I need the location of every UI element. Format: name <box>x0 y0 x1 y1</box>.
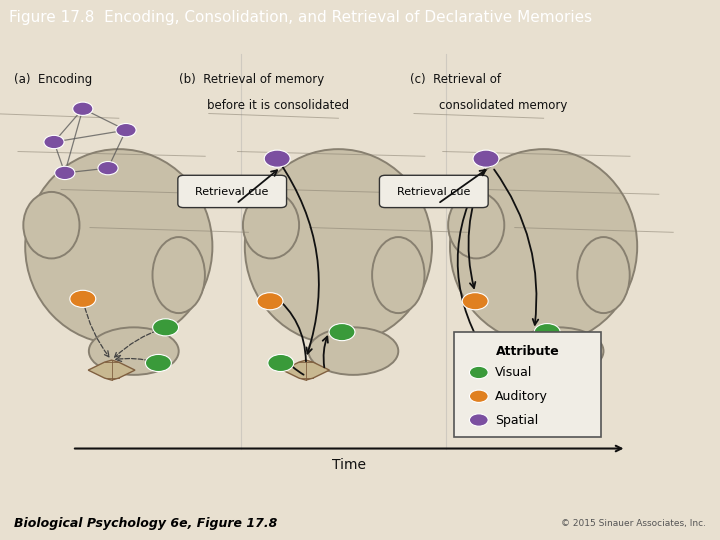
Circle shape <box>469 390 488 402</box>
Text: © 2015 Sinauer Associates, Inc.: © 2015 Sinauer Associates, Inc. <box>561 519 706 528</box>
Circle shape <box>329 323 355 341</box>
Circle shape <box>55 166 75 180</box>
Circle shape <box>98 161 118 175</box>
FancyBboxPatch shape <box>178 176 287 207</box>
Text: Time: Time <box>332 458 366 472</box>
Text: before it is consolidated: before it is consolidated <box>207 99 349 112</box>
Circle shape <box>264 150 290 167</box>
Ellipse shape <box>372 237 425 313</box>
Text: Biological Psychology 6e, Figure 17.8: Biological Psychology 6e, Figure 17.8 <box>14 517 278 530</box>
Text: (b)  Retrieval of memory: (b) Retrieval of memory <box>179 73 324 86</box>
Circle shape <box>257 293 283 310</box>
Circle shape <box>116 124 136 137</box>
Text: Figure 17.8  Encoding, Consolidation, and Retrieval of Declarative Memories: Figure 17.8 Encoding, Consolidation, and… <box>9 10 592 25</box>
Circle shape <box>145 354 171 372</box>
Ellipse shape <box>23 192 79 259</box>
Text: Visual: Visual <box>495 366 533 379</box>
Circle shape <box>70 291 96 307</box>
Ellipse shape <box>308 327 398 375</box>
FancyBboxPatch shape <box>454 332 601 437</box>
Circle shape <box>462 293 488 310</box>
Circle shape <box>469 366 488 379</box>
Circle shape <box>153 319 179 336</box>
Ellipse shape <box>245 149 432 344</box>
FancyBboxPatch shape <box>379 176 488 207</box>
Text: Auditory: Auditory <box>495 390 548 403</box>
Ellipse shape <box>448 192 504 259</box>
Text: Retrieval cue: Retrieval cue <box>195 187 269 197</box>
Text: (c)  Retrieval of: (c) Retrieval of <box>410 73 501 86</box>
Polygon shape <box>282 360 330 380</box>
Polygon shape <box>488 360 534 380</box>
Text: consolidated memory: consolidated memory <box>439 99 567 112</box>
Text: (a)  Encoding: (a) Encoding <box>14 73 93 86</box>
Polygon shape <box>89 360 135 380</box>
Ellipse shape <box>89 327 179 375</box>
Ellipse shape <box>450 149 637 344</box>
Ellipse shape <box>153 237 205 313</box>
Circle shape <box>469 414 488 426</box>
Text: Attribute: Attribute <box>495 345 559 357</box>
Text: Retrieval cue: Retrieval cue <box>397 187 470 197</box>
Circle shape <box>534 323 560 341</box>
Circle shape <box>44 136 64 148</box>
Circle shape <box>473 150 499 167</box>
Ellipse shape <box>513 327 603 375</box>
Ellipse shape <box>243 192 299 259</box>
Ellipse shape <box>577 237 630 313</box>
Text: Spatial: Spatial <box>495 414 539 427</box>
Circle shape <box>73 102 93 116</box>
Circle shape <box>473 354 499 372</box>
Ellipse shape <box>25 149 212 344</box>
Circle shape <box>268 354 294 372</box>
